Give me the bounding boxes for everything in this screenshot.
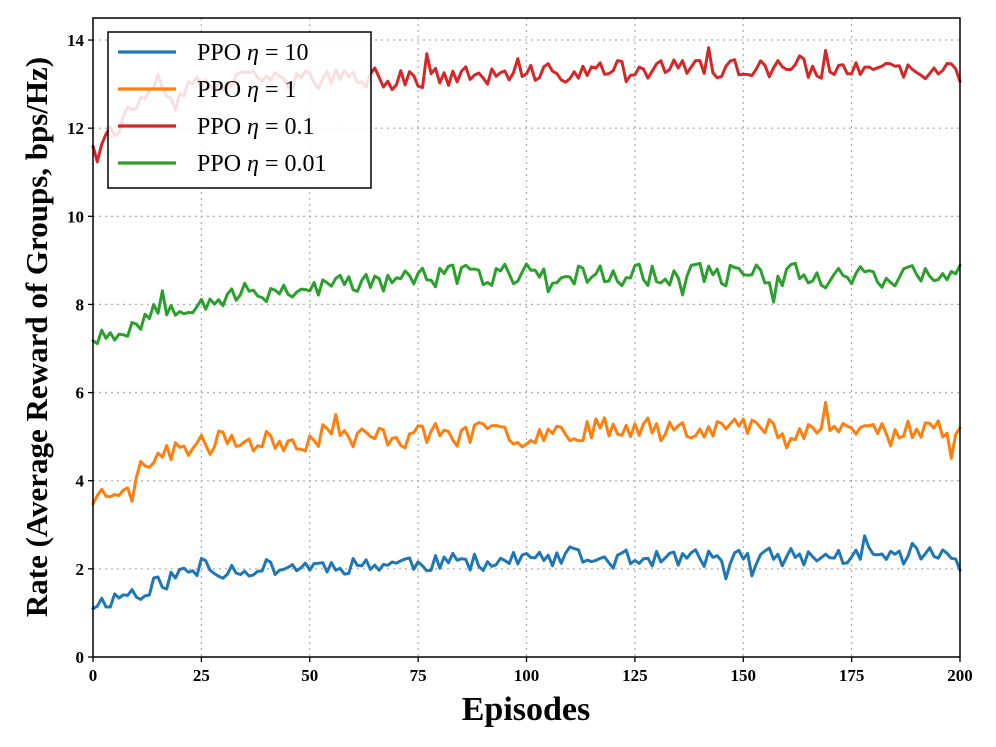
y-tick-label: 4 bbox=[76, 472, 85, 491]
legend-label-prefix: PPO bbox=[197, 40, 247, 66]
x-tick-label: 100 bbox=[514, 666, 540, 685]
legend-label-value: = 0.01 bbox=[259, 151, 327, 177]
series-line-3 bbox=[91, 261, 962, 346]
legend-label-prefix: PPO bbox=[197, 151, 247, 177]
legend-label-eta: η bbox=[247, 151, 259, 177]
y-tick-label: 2 bbox=[76, 560, 85, 579]
y-tick-label: 14 bbox=[67, 31, 85, 50]
y-tick-label: 0 bbox=[76, 648, 85, 667]
x-axis-title: Episodes bbox=[462, 691, 591, 728]
legend-label-prefix: PPO bbox=[197, 114, 247, 140]
series-line-1 bbox=[91, 400, 962, 506]
ticks: 0 25 50 75 100 125 150 175 200 0 2 4 6 8 10 12 14 bbox=[67, 31, 973, 685]
legend-label-prefix: PPO bbox=[197, 77, 247, 103]
x-tick-label: 200 bbox=[947, 666, 973, 685]
x-tick-label: 175 bbox=[839, 666, 865, 685]
legend-label-1: PPO η = 1 bbox=[197, 77, 296, 103]
x-tick-label: 150 bbox=[731, 666, 757, 685]
x-tick-label: 125 bbox=[622, 666, 648, 685]
legend-label-eta: η bbox=[247, 77, 259, 103]
legend-label-2: PPO η = 0.1 bbox=[197, 114, 314, 140]
x-tick-label: 0 bbox=[89, 666, 98, 685]
y-axis-title: Rate (Average Reward of Groups, bps/Hz) bbox=[19, 57, 54, 617]
x-tick-label: 75 bbox=[410, 666, 427, 685]
legend-label-eta: η bbox=[247, 114, 259, 140]
y-tick-label: 10 bbox=[67, 207, 84, 226]
y-tick-label: 6 bbox=[76, 384, 85, 403]
legend-label-value: = 1 bbox=[259, 77, 297, 103]
legend-label-eta: η bbox=[247, 40, 259, 66]
legend-label-value: = 0.1 bbox=[259, 114, 315, 140]
series-line-0 bbox=[91, 534, 962, 611]
y-tick-label: 8 bbox=[76, 295, 85, 314]
x-tick-label: 50 bbox=[301, 666, 318, 685]
legend-label-0: PPO η = 10 bbox=[197, 40, 308, 66]
x-tick-label: 25 bbox=[193, 666, 210, 685]
legend-label-3: PPO η = 0.01 bbox=[197, 151, 326, 177]
legend-label-value: = 10 bbox=[259, 40, 309, 66]
y-tick-label: 12 bbox=[67, 119, 84, 138]
